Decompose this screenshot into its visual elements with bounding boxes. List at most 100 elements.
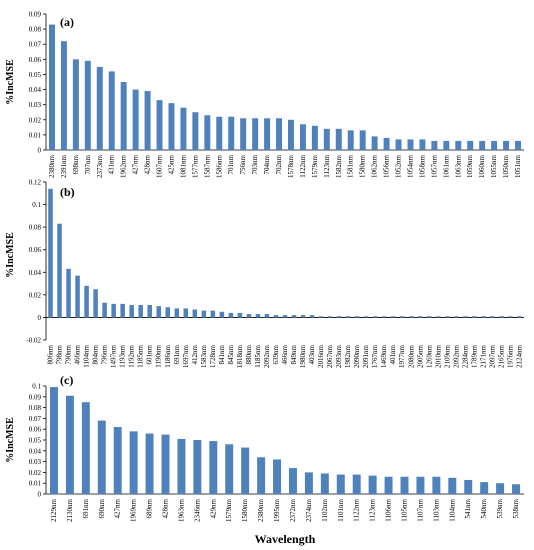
bar — [120, 82, 127, 150]
bar — [479, 140, 486, 150]
x-tick-label: 804nm — [92, 344, 100, 364]
x-tick-label: 1577nm — [191, 154, 199, 178]
panel-label: (a) — [60, 15, 74, 29]
x-tick-label: 541nm — [464, 498, 472, 518]
x-tick-label: 2090nm — [353, 344, 361, 368]
x-tick-label: 2124nm — [515, 344, 523, 368]
x-tick-label: 690nm — [98, 498, 106, 518]
x-tick-label: 702nm — [275, 154, 283, 174]
x-tick-label: 431nm — [108, 154, 116, 174]
x-tick-label: 1269nm — [425, 344, 433, 368]
bar — [264, 314, 270, 318]
y-tick-label: 0.06 — [29, 426, 42, 434]
bar — [400, 476, 409, 494]
y-tick-label: 0 — [38, 314, 42, 322]
bar — [445, 316, 450, 318]
bar — [192, 309, 198, 318]
bar — [436, 316, 441, 318]
x-tick-label: 2005nm — [416, 344, 424, 368]
bar — [354, 316, 360, 318]
y-tick-label: 0.02 — [29, 469, 42, 477]
x-tick-label: 1818nm — [236, 344, 244, 368]
x-tick-label: 1058nm — [418, 154, 426, 178]
x-tick-label: 1969nm — [130, 498, 138, 522]
bar — [75, 275, 80, 318]
x-tick-label: 1055nm — [490, 154, 498, 178]
bar — [228, 312, 234, 318]
x-tick-label: 403nm — [308, 344, 316, 364]
bar — [323, 128, 330, 150]
bar — [384, 476, 393, 494]
bar — [464, 479, 473, 494]
bar — [472, 316, 477, 318]
x-tick-label: 1697nm — [182, 344, 190, 368]
bar — [427, 316, 432, 318]
bar — [168, 103, 175, 150]
bar — [311, 125, 318, 150]
bar — [48, 24, 55, 151]
x-tick-label: 1062nm — [371, 154, 379, 178]
bar — [183, 308, 189, 318]
bar — [81, 402, 90, 494]
x-tick-label: 1497nm — [110, 344, 118, 368]
y-axis-title: %IncMSE — [5, 232, 16, 278]
x-tick-label: 790nm — [65, 344, 73, 364]
x-tick-label: 2391nm — [60, 154, 68, 178]
x-tick-label: 806nm — [47, 344, 55, 364]
bar — [264, 118, 271, 150]
bar — [443, 140, 450, 150]
bar — [372, 316, 378, 318]
bar — [209, 441, 218, 494]
bar — [84, 60, 91, 150]
bar — [320, 473, 329, 494]
x-tick-label: 2171nm — [479, 344, 487, 368]
x-tick-label: 1192nm — [128, 344, 136, 367]
bar — [395, 139, 402, 150]
bar — [304, 472, 313, 494]
bar — [276, 118, 283, 150]
panel-label: (c) — [60, 373, 73, 387]
x-tick-label: 1977nm — [398, 344, 406, 368]
bar — [84, 285, 89, 318]
bar — [318, 316, 324, 318]
bar — [60, 41, 67, 151]
bar — [210, 310, 216, 318]
y-tick-label: 0.02 — [29, 116, 42, 124]
x-tick-label: 2092nm — [452, 344, 460, 368]
x-tick-label: 2165nm — [497, 344, 505, 368]
y-tick-label: 0.09 — [29, 393, 42, 401]
x-tick-label: 1103nm — [432, 498, 440, 521]
x-tick-label: 704nm — [263, 154, 271, 174]
x-tick-label: 701nm — [227, 154, 235, 174]
x-tick-label: 1581nm — [347, 154, 355, 178]
bar — [129, 305, 134, 318]
bar — [499, 316, 504, 318]
x-tick-label: 703nm — [251, 154, 259, 174]
y-axis-title: %IncMSE — [5, 417, 16, 463]
bar — [399, 316, 405, 318]
x-tick-label: 1060nm — [478, 154, 486, 178]
x-tick-label: 1102nm — [321, 498, 329, 521]
bar — [228, 116, 235, 150]
bar — [57, 223, 62, 318]
x-tick-label: 845nm — [227, 344, 235, 364]
x-tick-label: 880nm — [245, 344, 253, 364]
bar — [48, 188, 53, 318]
bar — [193, 440, 202, 494]
bar — [480, 482, 489, 494]
y-tick-label: 0.07 — [29, 415, 42, 423]
x-tick-label: 1976nm — [506, 344, 514, 368]
x-tick-label: 412nm — [191, 344, 199, 364]
bar — [335, 128, 342, 150]
y-tick-label: 0.04 — [29, 269, 42, 277]
bar — [144, 91, 151, 150]
bar — [273, 315, 279, 318]
x-tick-label: 1123nm — [323, 154, 331, 177]
bar — [300, 315, 306, 318]
bar — [287, 119, 294, 150]
x-tick-label: 429nm — [209, 498, 217, 518]
bar — [336, 316, 342, 318]
x-tick-label: 1469nm — [380, 344, 388, 368]
x-tick-label: 639nm — [272, 344, 280, 364]
